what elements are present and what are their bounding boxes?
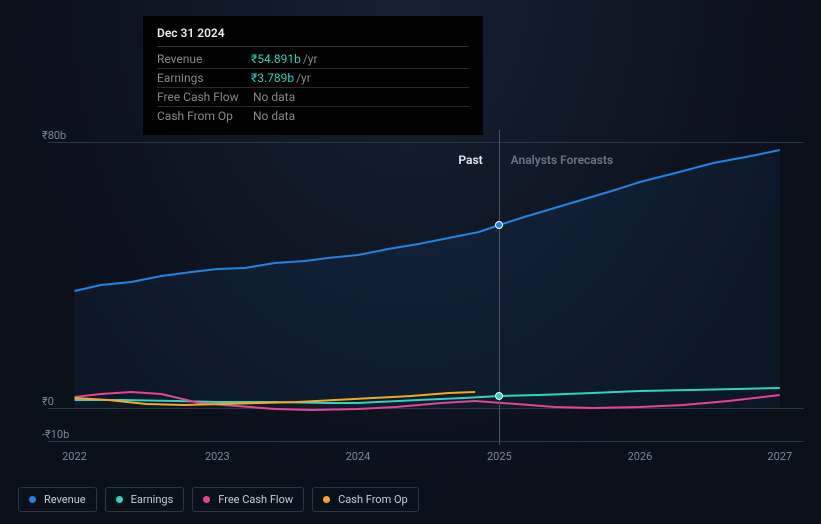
- tooltip-metric-label: Revenue: [157, 52, 251, 66]
- marker-earnings: [495, 392, 503, 400]
- marker-revenue: [495, 221, 503, 229]
- tooltip-metric-label: Earnings: [157, 71, 251, 85]
- legend-label: Revenue: [44, 493, 86, 506]
- x-axis-label: 2027: [767, 450, 792, 463]
- legend-label: Cash From Op: [338, 493, 408, 506]
- legend-label: Free Cash Flow: [218, 493, 293, 506]
- chart-legend: Revenue Earnings Free Cash Flow Cash From O…: [18, 487, 419, 512]
- legend-swatch: [116, 496, 123, 503]
- tooltip-unit: /yr: [303, 52, 318, 66]
- tooltip-metric-label: Cash From Op: [157, 109, 251, 123]
- tooltip-metric-value: ₹54.891b: [251, 52, 301, 66]
- legend-swatch: [203, 496, 210, 503]
- forecast-label: Analysts Forecasts: [511, 153, 613, 167]
- tooltip-no-data: No data: [253, 109, 295, 123]
- tooltip-no-data: No data: [253, 90, 295, 104]
- x-axis-label: 2023: [205, 450, 230, 463]
- x-axis-label: 2022: [62, 450, 87, 463]
- tooltip-row: Earnings₹3.789b /yr: [157, 69, 469, 88]
- legend-label: Earnings: [131, 493, 174, 506]
- tooltip-row: Revenue₹54.891b /yr: [157, 50, 469, 69]
- tooltip-metric-label: Free Cash Flow: [157, 90, 251, 104]
- x-axis-label: 2026: [628, 450, 653, 463]
- legend-item-free-cash-flow[interactable]: Free Cash Flow: [192, 487, 304, 512]
- hover-tooltip: Dec 31 2024 Revenue₹54.891b /yrEarnings₹…: [143, 16, 483, 135]
- x-axis-label: 2025: [487, 450, 512, 463]
- legend-swatch: [29, 496, 36, 503]
- tooltip-date: Dec 31 2024: [157, 26, 469, 47]
- legend-item-earnings[interactable]: Earnings: [105, 487, 185, 512]
- x-axis-label: 2024: [346, 450, 371, 463]
- tooltip-row: Cash From OpNo data: [157, 107, 469, 125]
- tooltip-unit: /yr: [296, 71, 311, 85]
- tooltip-metric-value: ₹3.789b: [251, 71, 294, 85]
- past-label: Past: [458, 153, 482, 167]
- tooltip-row: Free Cash FlowNo data: [157, 88, 469, 107]
- legend-swatch: [323, 496, 330, 503]
- legend-item-revenue[interactable]: Revenue: [18, 487, 97, 512]
- legend-item-cash-from-op[interactable]: Cash From Op: [312, 487, 419, 512]
